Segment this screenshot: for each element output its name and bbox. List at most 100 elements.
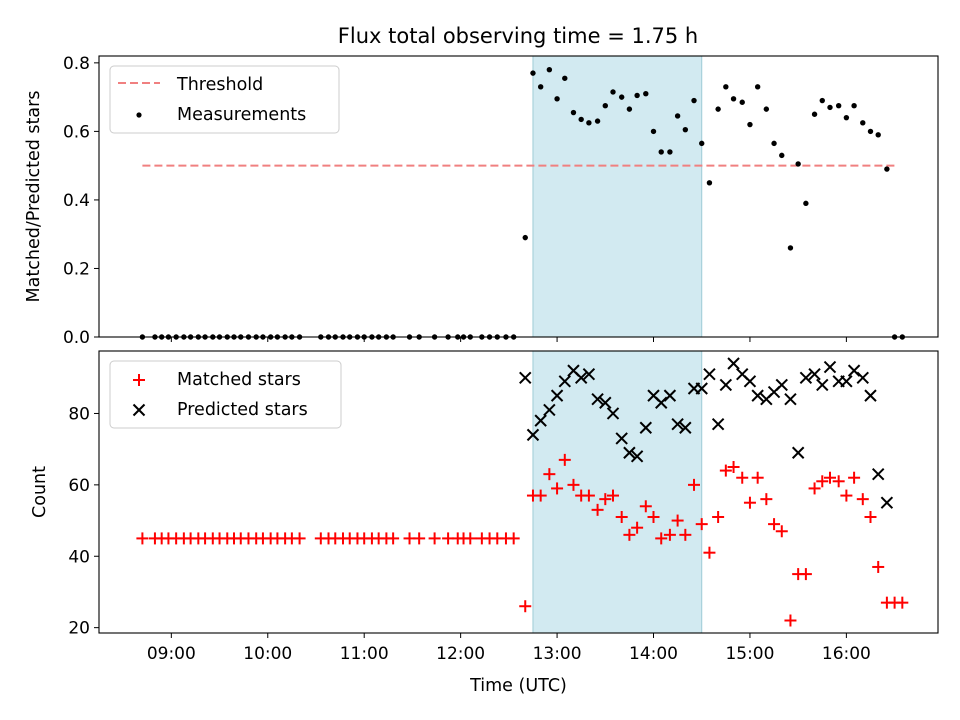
predicted-star-point <box>808 367 821 381</box>
matched-star-point <box>293 532 306 545</box>
marker-stroke <box>599 396 612 409</box>
measurement-point <box>787 245 794 251</box>
predicted-star-point <box>599 396 612 409</box>
y-tick-label: 20 <box>68 619 90 639</box>
marker-stroke <box>791 446 805 459</box>
predicted-star-point <box>872 467 885 481</box>
predicted-star-point <box>840 375 853 388</box>
predicted-star-point <box>550 389 564 402</box>
matched-star-point <box>464 532 477 545</box>
predicted-star-point <box>582 367 596 381</box>
predicted-star-point <box>630 450 644 463</box>
measurement-point <box>811 111 818 117</box>
marker-stroke <box>775 378 788 392</box>
predicted-star-point <box>751 389 764 402</box>
matched-star-point <box>688 478 701 491</box>
predicted-star-point <box>775 378 788 392</box>
matched-star-point <box>679 528 692 541</box>
matched-star-point <box>639 500 652 513</box>
marker-stroke <box>695 382 708 395</box>
matched-star-point <box>543 468 556 481</box>
matched-star-point <box>599 493 612 506</box>
measurement-point <box>723 84 729 90</box>
measurement-point <box>867 128 874 135</box>
matched-star-point <box>551 482 564 495</box>
measurement-point <box>530 70 536 76</box>
measurement-point <box>884 166 890 172</box>
matched-star-point <box>896 596 909 609</box>
predicted-star-point <box>615 432 628 445</box>
legend-matched-label: Matched stars <box>177 370 301 390</box>
marker-stroke <box>679 421 692 434</box>
measurement-point <box>747 121 753 128</box>
matched-star-points <box>136 453 909 627</box>
marker-stroke <box>663 389 677 402</box>
measurement-points <box>139 67 906 340</box>
measurement-point <box>674 113 681 119</box>
measurement-point <box>715 106 721 112</box>
predicted-star-point <box>743 375 757 388</box>
observing-window-shade <box>532 55 703 338</box>
measurement-point <box>618 94 625 100</box>
predicted-star-point <box>543 403 556 417</box>
measurement-point <box>754 84 761 90</box>
marker-stroke <box>864 389 877 402</box>
marker-stroke <box>647 389 660 402</box>
matched-star-point <box>567 478 580 491</box>
predicted-star-point <box>671 417 684 431</box>
matched-star-point <box>623 528 636 541</box>
measurement-point <box>546 67 553 73</box>
matched-star-point <box>507 532 520 545</box>
y-tick-label: 0.4 <box>63 191 90 211</box>
measurement-point <box>667 149 673 155</box>
matched-star-point <box>816 475 829 488</box>
marker-stroke <box>727 357 740 370</box>
matched-star-point <box>695 518 708 531</box>
predicted-star-point <box>823 360 837 374</box>
ratio-panel: 0.00.20.40.60.8 Matched/Predicted stars … <box>24 54 939 348</box>
matched-star-point <box>751 471 764 484</box>
marker-stroke <box>615 432 628 445</box>
x-tick-label: 16:00 <box>822 644 871 664</box>
predicted-star-point <box>606 407 620 420</box>
marker-stroke <box>567 364 580 377</box>
matched-star-point <box>799 568 812 581</box>
y-tick-label: 80 <box>68 404 90 424</box>
y-tick-label: 60 <box>68 476 90 496</box>
measurement-point <box>763 106 770 112</box>
x-tick-label: 14:00 <box>629 644 678 664</box>
matched-star-point <box>856 493 869 506</box>
y-tick-label: 0.0 <box>63 328 90 348</box>
marker-stroke <box>574 371 588 384</box>
predicted-star-point <box>791 446 805 459</box>
measurement-point <box>819 97 825 104</box>
predicted-star-point <box>663 389 677 402</box>
x-tick-label: 15:00 <box>725 644 774 664</box>
matched-star-point <box>808 482 821 495</box>
y-tick-label: 0.6 <box>63 122 90 142</box>
predicted-star-point <box>816 378 829 392</box>
measurement-point <box>570 109 577 116</box>
measurement-point <box>554 96 560 102</box>
matched-star-point <box>582 489 595 502</box>
y-tick-label: 0.8 <box>63 54 90 74</box>
matched-star-point <box>413 532 426 545</box>
measurement-point <box>843 114 850 121</box>
predicted-star-point <box>519 371 532 384</box>
matched-star-point <box>136 532 149 545</box>
marker-stroke <box>847 364 861 377</box>
matched-star-point <box>631 521 644 534</box>
predicted-star-point <box>679 421 692 434</box>
marker-stroke <box>808 367 821 381</box>
matched-star-point <box>823 471 836 484</box>
matched-star-point <box>647 510 660 523</box>
matched-star-point <box>655 532 668 545</box>
matched-star-point <box>615 510 628 523</box>
predicted-star-point <box>880 496 894 509</box>
predicted-star-point <box>526 428 540 442</box>
marker-stroke <box>823 360 837 374</box>
measurement-point <box>730 96 737 102</box>
count-panel-legend: Matched stars Predicted stars <box>109 360 342 429</box>
marker-stroke <box>840 375 853 388</box>
measurement-point <box>860 120 866 126</box>
